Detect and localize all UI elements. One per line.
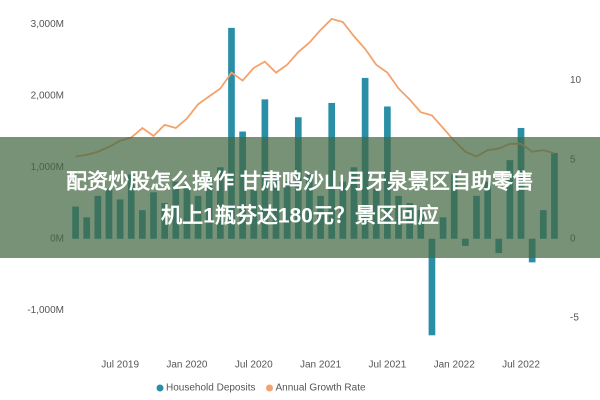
legend-label: Household Deposits	[166, 383, 256, 394]
legend-label: Annual Growth Rate	[276, 383, 366, 394]
x-tick-label: Jul 2020	[235, 360, 273, 371]
y2-tick-label: -5	[570, 312, 579, 323]
overlay-line: 机上1瓶芬达180元？景区回应	[161, 204, 439, 228]
x-tick-label: Jul 2022	[502, 360, 540, 371]
x-tick-label: Jan 2022	[434, 360, 476, 371]
bar	[228, 27, 235, 239]
line	[75, 17, 555, 158]
legend-marker	[266, 384, 273, 392]
y-tick-label: -1,000M	[27, 305, 64, 316]
x-tick-label: Jul 2021	[368, 360, 406, 371]
y-tick-label: 2,000M	[31, 90, 64, 101]
y-tick-label: 3,000M	[31, 19, 64, 30]
x-tick-label: Jan 2021	[300, 360, 342, 371]
x-tick-label: Jul 2019	[101, 360, 139, 371]
y2-tick-label: 10	[570, 75, 582, 86]
legend-marker	[156, 384, 164, 392]
x-tick-label: Jan 2020	[166, 360, 208, 371]
overlay-line: 配资炒股怎么操作 甘肃鸣沙山月牙泉景区自助零售	[66, 170, 534, 194]
overlay-banner	[0, 137, 600, 258]
bar	[428, 238, 436, 336]
